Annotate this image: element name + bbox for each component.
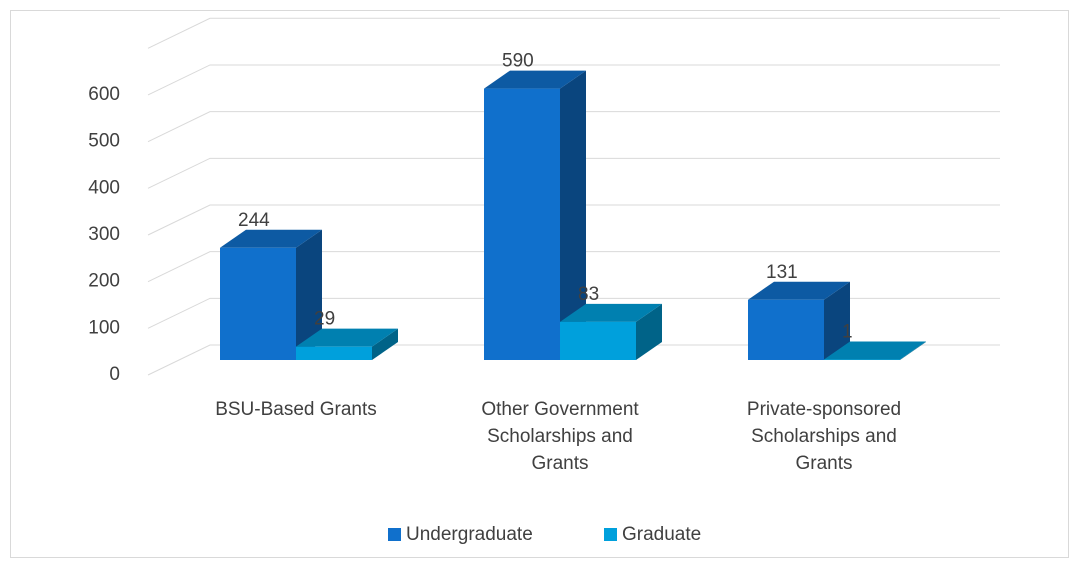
- y-tick-label: 500: [88, 131, 120, 152]
- y-tick-label: 0: [109, 364, 120, 385]
- grid-line: [147, 344, 1000, 376]
- legend-label: Graduate: [622, 524, 701, 545]
- bar-top: [824, 341, 926, 360]
- bar-front: [748, 299, 824, 360]
- data-label: 590: [502, 51, 534, 72]
- bar-top: [748, 281, 850, 300]
- data-label: 244: [238, 210, 270, 231]
- y-tick-label: 300: [88, 224, 120, 245]
- bar-side: [824, 281, 850, 360]
- data-label: 131: [766, 262, 798, 283]
- x-tick-label-line: Scholarships and: [487, 426, 633, 447]
- bar: [824, 341, 926, 360]
- x-tick-label: Other Government Scholarships and Grants: [481, 399, 639, 474]
- data-label: 1: [842, 322, 853, 343]
- y-tick-label: 200: [88, 271, 120, 292]
- bar-side: [296, 229, 322, 360]
- bar-front: [560, 321, 636, 360]
- grid-line: [147, 297, 1000, 329]
- data-label: 83: [578, 284, 599, 305]
- bar-front: [220, 247, 296, 360]
- x-tick-label-line: Scholarships and: [751, 426, 897, 447]
- x-tick-label: Private-sponsored Scholarships and Grants: [747, 399, 901, 474]
- legend-swatch: [388, 528, 401, 541]
- y-tick-label: 400: [88, 177, 120, 198]
- bar-side: [900, 341, 926, 360]
- x-tick-label-line: Other Government: [481, 399, 639, 420]
- bar-front: [296, 346, 372, 360]
- grid-line: [147, 111, 1000, 143]
- grid-line: [147, 251, 1000, 283]
- bar-top: [484, 70, 586, 89]
- grid-line: [147, 17, 1000, 49]
- bar-top: [220, 229, 322, 248]
- data-label: 29: [314, 309, 335, 330]
- bar-top: [560, 303, 662, 322]
- bar-side: [560, 70, 586, 360]
- grid-line: [147, 157, 1000, 189]
- x-tick-label-line: Grants: [795, 453, 852, 474]
- x-tick-label: BSU-Based Grants: [215, 399, 377, 420]
- x-tick-label-line: Private-sponsored: [747, 399, 901, 420]
- legend-swatch: [604, 528, 617, 541]
- x-tick-label-line: Grants: [531, 453, 588, 474]
- bar-top: [296, 328, 398, 347]
- x-tick-label-line: BSU-Based Grants: [215, 399, 377, 420]
- grid-line: [147, 64, 1000, 96]
- bar: [560, 303, 662, 360]
- grid-line: [147, 204, 1000, 236]
- bar: [484, 70, 586, 360]
- bar-side: [636, 303, 662, 360]
- bar-side: [372, 328, 398, 360]
- y-tick-label: 100: [88, 317, 120, 338]
- legend-label: Undergraduate: [406, 524, 533, 545]
- bar-front: [484, 88, 560, 360]
- bar: [748, 281, 850, 360]
- bar: [220, 229, 322, 360]
- bar: [296, 328, 398, 360]
- y-tick-label: 600: [88, 84, 120, 105]
